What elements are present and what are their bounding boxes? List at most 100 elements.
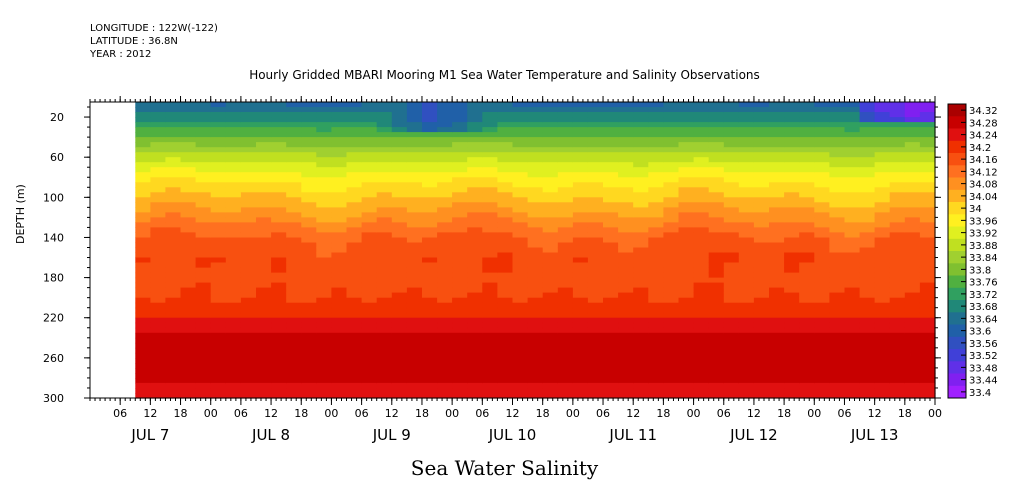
heatmap-cell bbox=[633, 307, 649, 314]
heatmap-cell bbox=[497, 142, 514, 148]
colorbar-label: 34.04 bbox=[969, 192, 998, 203]
heatmap-cell bbox=[723, 252, 740, 259]
heatmap-cell bbox=[240, 302, 257, 309]
heatmap-cell bbox=[301, 127, 317, 133]
heatmap-cell bbox=[769, 302, 785, 309]
heatmap-cell bbox=[150, 227, 167, 233]
heatmap-cell bbox=[557, 282, 574, 289]
x-day-label: JUL 11 bbox=[608, 426, 657, 444]
heatmap-cell bbox=[844, 232, 861, 238]
heatmap-cell bbox=[693, 393, 710, 399]
heatmap-cell bbox=[301, 292, 317, 299]
x-tick-label: 06 bbox=[355, 407, 369, 420]
heatmap-cell bbox=[361, 217, 378, 223]
heatmap-cell bbox=[482, 332, 498, 339]
heatmap-cell bbox=[195, 217, 212, 223]
heatmap-cell bbox=[859, 142, 876, 148]
heatmap-cell bbox=[256, 337, 272, 344]
heatmap-cell bbox=[225, 297, 242, 304]
heatmap-cell bbox=[738, 332, 755, 339]
heatmap-cell bbox=[663, 162, 680, 168]
colorbar-swatch bbox=[948, 177, 966, 191]
heatmap-cell bbox=[135, 347, 151, 354]
heatmap-cell bbox=[889, 342, 906, 349]
heatmap-cell bbox=[769, 272, 785, 279]
heatmap-cell bbox=[391, 152, 408, 158]
heatmap-cell bbox=[557, 177, 574, 183]
heatmap-cell bbox=[210, 147, 227, 153]
heatmap-cell bbox=[361, 212, 378, 218]
heatmap-cell bbox=[693, 262, 710, 269]
heatmap-cell bbox=[316, 362, 332, 369]
heatmap-cell bbox=[784, 322, 800, 329]
heatmap-cell bbox=[844, 347, 861, 354]
heatmap-cell bbox=[587, 192, 604, 198]
heatmap-cell bbox=[648, 257, 664, 264]
heatmap-cell bbox=[195, 172, 212, 178]
heatmap-cell bbox=[587, 227, 604, 233]
heatmap-cell bbox=[889, 377, 906, 384]
heatmap-cell bbox=[331, 112, 348, 118]
heatmap-cell bbox=[859, 137, 876, 143]
heatmap-cell bbox=[738, 247, 755, 254]
heatmap-cell bbox=[422, 267, 438, 274]
heatmap-cell bbox=[678, 247, 695, 254]
heatmap-cell bbox=[195, 247, 212, 254]
heatmap-cell bbox=[844, 382, 861, 389]
heatmap-cell bbox=[738, 207, 755, 213]
heatmap-cell bbox=[648, 267, 664, 274]
heatmap-cell bbox=[527, 292, 544, 299]
heatmap-cell bbox=[799, 227, 815, 233]
heatmap-cell bbox=[769, 247, 785, 254]
heatmap-cell bbox=[799, 342, 815, 349]
heatmap-cell bbox=[844, 152, 861, 158]
heatmap-cell bbox=[225, 207, 242, 213]
heatmap-cell bbox=[301, 237, 317, 244]
heatmap-cell bbox=[919, 287, 936, 294]
heatmap-cell bbox=[497, 202, 514, 208]
heatmap-cell bbox=[829, 247, 846, 254]
heatmap-cell bbox=[286, 142, 302, 148]
heatmap-cell bbox=[769, 377, 785, 384]
heatmap-cell bbox=[784, 232, 800, 238]
heatmap-cell bbox=[618, 102, 634, 108]
heatmap-cell bbox=[452, 187, 468, 193]
heatmap-cell bbox=[256, 122, 272, 128]
heatmap-cell bbox=[799, 372, 815, 379]
heatmap-cell bbox=[391, 107, 408, 113]
heatmap-cell bbox=[225, 377, 242, 384]
heatmap-cell bbox=[437, 317, 453, 324]
heatmap-cell bbox=[376, 167, 393, 173]
heatmap-cell bbox=[256, 322, 272, 329]
heatmap-cell bbox=[527, 112, 544, 118]
heatmap-cell bbox=[195, 267, 212, 274]
heatmap-cell bbox=[859, 207, 876, 213]
heatmap-cell bbox=[527, 187, 544, 193]
heatmap-cell bbox=[452, 327, 468, 334]
heatmap-cell bbox=[603, 202, 619, 208]
heatmap-cell bbox=[467, 297, 483, 304]
heatmap-cell bbox=[557, 137, 574, 143]
heatmap-cell bbox=[391, 172, 408, 178]
heatmap-cell bbox=[286, 177, 302, 183]
colorbar-swatch bbox=[948, 263, 966, 276]
heatmap-cell bbox=[316, 217, 332, 223]
heatmap-cell bbox=[618, 332, 634, 339]
heatmap-cell bbox=[406, 132, 423, 138]
heatmap-cell bbox=[784, 352, 800, 359]
heatmap-cell bbox=[301, 187, 317, 193]
heatmap-cell bbox=[406, 327, 423, 334]
heatmap-cell bbox=[814, 302, 830, 309]
heatmap-cell bbox=[195, 287, 212, 294]
heatmap-cell bbox=[572, 377, 589, 384]
heatmap-cell bbox=[195, 262, 212, 269]
heatmap-cell bbox=[919, 317, 936, 324]
heatmap-cell bbox=[527, 137, 544, 143]
heatmap-cell bbox=[769, 292, 785, 299]
heatmap-cell bbox=[587, 237, 604, 244]
heatmap-cell bbox=[859, 232, 876, 238]
heatmap-cell bbox=[150, 197, 167, 203]
heatmap-cell bbox=[467, 232, 483, 238]
heatmap-cell bbox=[422, 393, 438, 399]
heatmap-cell bbox=[874, 277, 891, 284]
